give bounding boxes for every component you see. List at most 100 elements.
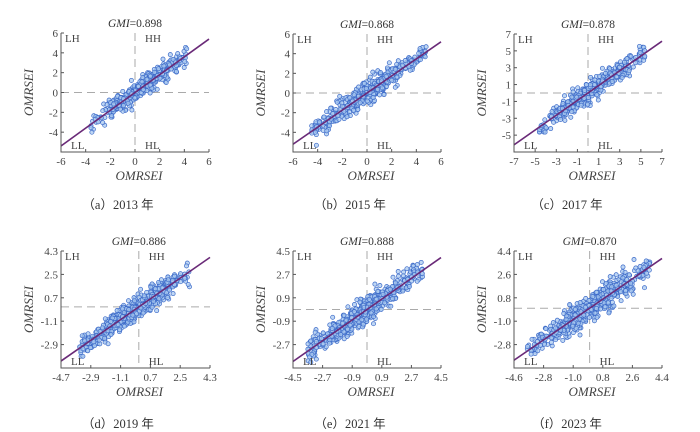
data-point [327,340,333,346]
data-point [140,310,146,316]
regression-line [514,257,663,361]
data-point [613,282,619,288]
data-point [317,119,322,125]
data-point [181,65,187,70]
data-point [423,44,429,50]
data-point [100,120,106,126]
y-tick-label: 1 [506,80,512,92]
data-point [347,95,353,101]
data-point [543,125,549,131]
data-point [100,108,106,114]
panel-b: -6 -4 -2 0 2 4 6 -4 -2 0 2 4 6 LH HH LL HL GMI=0.868 OMRSE… [253,19,444,212]
panel-a: -6 -4 -2 0 2 4 6 -4 -2 0 2 4 6 LH HH LL HL GMI=0.898 OMRSE… [21,18,212,212]
data-point [141,293,147,299]
data-point [535,348,541,354]
data-point [617,64,623,70]
data-point [554,317,560,323]
quadrant-label-lh: LH [297,251,312,263]
gmi-title: GMI=0.878 [561,19,615,31]
data-point [313,142,319,148]
data-point [379,85,385,91]
data-point [337,93,343,99]
data-point [407,67,413,73]
data-point [613,272,619,278]
scatter-points [305,259,425,365]
quadrant-label-lh: LH [65,33,80,45]
x-tick-label: 2.7 [405,372,419,384]
data-point [643,258,649,264]
data-point [114,308,120,313]
data-point [553,325,558,331]
x-tick-label: -1 [573,156,582,168]
data-point [618,298,624,304]
data-point [378,70,383,75]
y-tick-label: -4 [281,127,291,139]
data-point [548,339,554,345]
y-tick-label: 6 [53,28,59,40]
data-point [308,338,314,344]
data-point [597,73,603,79]
data-point [339,100,345,106]
x-tick-label: -6 [288,156,298,168]
data-point [372,281,378,287]
data-point [100,325,105,331]
data-point [368,310,374,316]
data-point [158,277,164,283]
panel-d: -4.7 -2.9 -1.1 0.7 2.5 4.3 -2.9 -1.1 0.7 2.5 4.3 LH… [21,236,217,431]
data-point [396,273,401,279]
data-point [160,56,166,62]
data-point [608,295,614,301]
data-point [96,337,102,343]
data-point [393,280,398,286]
data-point [377,283,383,288]
x-tick-label: 4.4 [655,372,669,384]
x-axis-title: OMRSEI [569,168,617,183]
data-point [313,339,319,344]
data-point [305,341,311,347]
y-axis-title: OMRSEI [253,69,268,117]
data-point [569,94,575,100]
regression-line [61,256,211,362]
data-point [603,70,608,76]
y-tick-label: 4 [285,49,291,61]
data-point [585,101,591,107]
y-tick-label: -4 [49,127,59,139]
data-point [623,288,629,294]
x-tick-label: 0.8 [596,372,610,384]
data-point [414,278,420,284]
data-point [125,100,131,106]
data-point [367,74,373,80]
data-point [390,296,396,302]
data-point [637,50,643,55]
x-tick-label: 4 [182,156,188,168]
data-point [152,69,158,75]
data-point [182,59,188,65]
data-point [542,129,548,135]
y-axis-title: OMRSEI [474,285,489,333]
data-point [164,290,169,296]
data-point [328,105,334,111]
data-point [329,325,335,331]
data-point [357,100,363,106]
panel-caption: （d）2019 年 [82,417,154,431]
data-point [607,274,613,280]
data-point [362,80,367,86]
data-point [586,298,592,303]
panel-caption: （c）2017 年 [531,198,602,212]
data-point [380,291,386,297]
scatter-points [524,257,653,357]
data-point [568,114,574,120]
x-tick-label: 1 [596,156,602,168]
x-tick-label: -3 [552,156,562,168]
y-tick-label: -2 [49,107,58,119]
y-tick-label: -5 [502,130,512,142]
x-tick-label: 0.9 [375,372,389,384]
data-point [344,114,350,120]
data-point [89,129,95,135]
x-axis-title: OMRSEI [348,384,396,399]
data-point [366,296,372,302]
data-point [108,319,114,324]
data-point [347,322,353,328]
data-point [321,114,327,120]
